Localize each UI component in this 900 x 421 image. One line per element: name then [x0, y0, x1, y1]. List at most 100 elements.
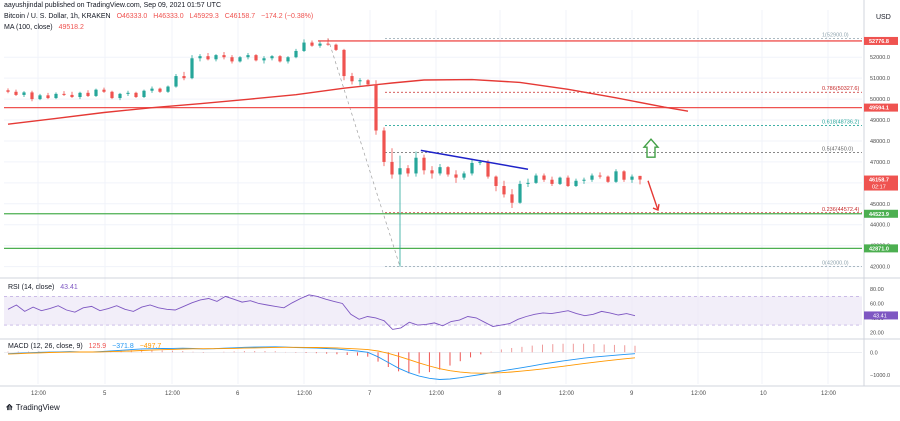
macd-axis-tick: 0.0	[870, 350, 878, 356]
price-badge	[864, 36, 898, 45]
candle	[438, 164, 442, 176]
candle	[374, 80, 378, 135]
rsi-axis-tick: 60.00	[870, 302, 884, 308]
candle-body	[94, 89, 98, 96]
candle-body	[134, 92, 138, 98]
candle-body	[494, 176, 498, 187]
price-axis-tick: 42000.0	[870, 265, 890, 271]
candle-body	[502, 186, 506, 195]
down-arrow-icon	[647, 180, 659, 211]
candle	[326, 38, 330, 46]
candle	[246, 53, 250, 60]
candle-body	[206, 56, 210, 60]
candle-body	[550, 179, 554, 184]
macd-hist-value: 125.9	[88, 343, 107, 350]
candle	[630, 174, 634, 183]
fib-level-label: 0.786(50327.6)	[822, 86, 859, 92]
time-axis-tick: 12:00	[165, 391, 181, 397]
candle-body	[286, 57, 290, 62]
candle	[518, 180, 522, 204]
candle	[622, 170, 626, 182]
candle	[606, 175, 610, 183]
candle-body	[30, 92, 34, 100]
time-axis-tick: 12:00	[691, 391, 707, 397]
macd-line	[7, 346, 636, 380]
candle-body	[446, 167, 450, 175]
candle	[102, 87, 106, 93]
candle	[302, 39, 306, 52]
fib-level-label: 0.618(48736.2)	[822, 120, 859, 126]
candle-body	[350, 76, 354, 82]
candle-body	[334, 44, 338, 50]
candle	[462, 171, 466, 180]
candle	[550, 176, 554, 187]
candle	[558, 176, 562, 185]
candle-body	[542, 175, 546, 180]
rsi-value-badge	[864, 311, 898, 320]
candle	[270, 55, 274, 61]
candle	[494, 175, 498, 192]
price-axis-tick: 48000.0	[870, 139, 890, 145]
candle-body	[246, 55, 250, 58]
candle-body	[510, 194, 514, 203]
rsi-axis-tick: 20.00	[870, 330, 884, 336]
time-axis-tick: 12:00	[31, 391, 47, 397]
rsi-line	[7, 294, 636, 330]
candle	[62, 91, 66, 96]
candle-body	[62, 93, 66, 95]
down-arrow-head-icon	[652, 203, 660, 212]
rsi-axis-tick: 80.00	[870, 287, 884, 293]
candle-body	[406, 168, 410, 174]
candle	[142, 89, 146, 99]
candle-body	[14, 91, 18, 95]
ohlc-high: H46333.0	[153, 13, 184, 20]
candle	[262, 56, 266, 64]
candle-body	[566, 177, 570, 187]
candle	[214, 54, 218, 62]
candle	[126, 90, 130, 96]
candle	[278, 55, 282, 63]
candle-body	[86, 92, 90, 96]
candle	[366, 79, 370, 87]
candle	[150, 86, 154, 93]
candle	[22, 91, 26, 98]
price-axis-tick: 47000.0	[870, 160, 890, 166]
price-badge-label: 44523.9	[869, 212, 889, 218]
author-line: aayushjindal published on TradingView.co…	[4, 2, 222, 9]
candle-body	[278, 56, 282, 62]
candle	[286, 56, 290, 64]
price-badge	[864, 175, 898, 191]
candle	[342, 48, 346, 81]
ma-legend-value: 49518.2	[58, 24, 84, 31]
fib-level-label: 0.5(47450.0)	[822, 147, 853, 153]
price-badge-label: 52776.8	[869, 39, 889, 45]
candle	[174, 73, 178, 88]
candle-body	[358, 80, 362, 82]
ohlc-change: −174.2 (−0.38%)	[261, 13, 314, 20]
candle-body	[294, 50, 298, 58]
symbol-label: Bitcoin / U. S. Dollar, 1h, KRAKEN	[4, 13, 111, 20]
ohlc-low: L45929.3	[189, 13, 219, 20]
candle-body	[390, 161, 394, 175]
symbol-ohlc-line: Bitcoin / U. S. Dollar, 1h, KRAKEN O4633…	[4, 13, 317, 20]
time-axis-tick: 12:00	[429, 391, 445, 397]
time-axis-tick: 9	[630, 391, 634, 397]
candle-body	[374, 84, 378, 131]
candle-body	[238, 57, 242, 62]
tradingview-logo[interactable]: ⟰ TradingView	[6, 403, 60, 412]
candle	[350, 72, 354, 85]
candle	[54, 92, 58, 100]
rsi-value: 43.41	[60, 284, 78, 291]
candle	[446, 166, 450, 177]
candle	[198, 54, 202, 62]
tradingview-icon: ⟰	[6, 403, 13, 412]
up-arrow-icon	[642, 138, 660, 158]
candle-body	[166, 86, 170, 92]
price-badge-label: 42871.0	[869, 246, 889, 252]
time-axis-tick: 12:00	[297, 391, 313, 397]
candle	[430, 166, 434, 179]
candle-body	[22, 92, 26, 95]
candle	[398, 155, 402, 267]
candle-body	[118, 93, 122, 99]
